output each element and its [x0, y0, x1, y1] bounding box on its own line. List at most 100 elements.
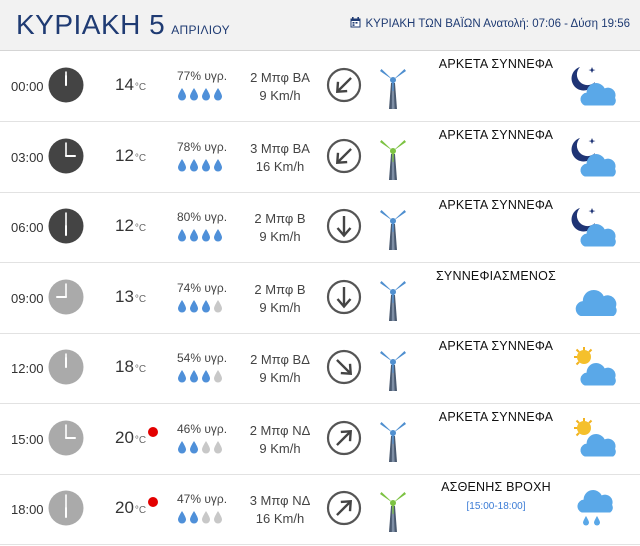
- temperature-unit: °C: [134, 223, 147, 234]
- high-temperature-indicator: [148, 497, 158, 507]
- forecast-time: 00:00: [11, 79, 44, 94]
- wind-direction-arrow-icon: [326, 67, 362, 103]
- weather-condition: ΑΡΚΕΤΑ ΣΥΝΝΕΦΑ: [438, 339, 554, 353]
- humidity: 77% υγρ.: [177, 69, 228, 83]
- clock-icon: [48, 67, 84, 103]
- clock-icon: [48, 420, 84, 456]
- wind-beaufort: 2 Μπφ ΝΔ: [249, 422, 311, 438]
- forecast-row: 06:00 12°C 80% υγρ. 2 Μπφ Β 9 Km/h ΑΡΚΕΤΑ…: [0, 192, 640, 263]
- forecast-time: 09:00: [11, 290, 44, 306]
- wind-turbine-icon: [378, 134, 408, 180]
- wind-beaufort: 2 Μπφ ΒΔ: [250, 352, 310, 367]
- wind-speed: 9 Km/h: [259, 440, 301, 456]
- humidity-drops-icon: [178, 370, 222, 383]
- forecast-row: 15:00 20°C 46% υγρ. 2 Μπφ ΝΔ 9 Km/h ΑΡΚΕΤ…: [0, 404, 640, 475]
- temperature: 20°C: [115, 498, 146, 518]
- rain-weather-icon: [570, 486, 618, 530]
- moon-cloud-weather-icon: [570, 63, 618, 107]
- temperature-value: 20: [115, 498, 134, 517]
- weather-condition: ΑΣΘΕΝΗΣ ΒΡΟΧΗ: [441, 480, 551, 494]
- wind-direction-arrow-icon: [326, 349, 362, 385]
- temperature: 18°C: [115, 357, 146, 377]
- wind-speed: 9 Km/h: [259, 229, 301, 244]
- temperature-value: 14: [115, 75, 134, 94]
- humidity-drops-icon: [178, 88, 222, 101]
- wind-beaufort: 3 Μπφ ΒΑ: [250, 140, 310, 156]
- wind-speed: 9 Km/h: [259, 299, 301, 315]
- temperature-unit: °C: [134, 364, 147, 375]
- wind-beaufort: 2 Μπφ ΒΑ: [250, 70, 310, 85]
- wind-direction-arrow-icon: [326, 138, 362, 174]
- humidity: 46% υγρ.: [177, 421, 228, 436]
- rain-time-range: [15:00-18:00]: [466, 501, 526, 512]
- sunrise-sunset-text: ΚΥΡΙΑΚΗ ΤΩΝ ΒΑΪΩΝ Ανατολή: 07:06 - Δύση …: [365, 18, 630, 30]
- clock-icon: [48, 208, 84, 244]
- clock-icon: [48, 490, 84, 526]
- sun-cloud-weather-icon: [570, 345, 618, 389]
- wind-info: 2 Μπφ Β 9 Km/h: [234, 210, 326, 246]
- forecast-row: 03:00 12°C 78% υγρ. 3 Μπφ ΒΑ 16 Km/h ΑΡΚΕ…: [0, 122, 640, 193]
- humidity: 74% υγρ.: [177, 280, 228, 295]
- temperature-value: 12: [115, 216, 134, 235]
- wind-turbine-icon: [378, 204, 408, 250]
- wind-turbine-icon: [378, 345, 408, 391]
- humidity: 78% υγρ.: [177, 139, 228, 154]
- forecast-time: 15:00: [11, 431, 44, 447]
- forecast-row: 18:00 20°C 47% υγρ. 3 Μπφ ΝΔ 16 Km/h ΑΣΘΕ…: [0, 474, 640, 545]
- temperature-unit: °C: [134, 434, 147, 446]
- wind-beaufort: 2 Μπφ Β: [254, 281, 306, 297]
- clock-icon: [48, 279, 84, 315]
- temperature-value: 20: [115, 427, 134, 447]
- wind-direction-arrow-icon: [326, 490, 362, 526]
- humidity-drops-icon: [178, 299, 222, 312]
- temperature: 12°C: [115, 146, 146, 166]
- humidity: 54% υγρ.: [177, 351, 228, 365]
- weather-condition: ΑΡΚΕΤΑ ΣΥΝΝΕΦΑ: [438, 57, 554, 71]
- calendar-icon: [350, 17, 361, 28]
- day-header: ΚΥΡΙΑΚΗ 5 ΑΠΡΙΛΙΟΥ ΚΥΡΙΑΚΗ ΤΩΝ ΒΑΪΩΝ Ανατ…: [0, 0, 640, 51]
- high-temperature-indicator: [148, 426, 158, 437]
- wind-turbine-icon: [378, 416, 408, 462]
- forecast-row: 12:00 18°C 54% υγρ. 2 Μπφ ΒΔ 9 Km/h ΑΡΚΕΤ…: [0, 333, 640, 404]
- clock-icon: [48, 349, 84, 385]
- wind-turbine-icon: [378, 486, 408, 532]
- temperature-value: 18: [115, 357, 134, 376]
- wind-info: 2 Μπφ ΒΔ 9 Km/h: [234, 351, 326, 387]
- wind-info: 3 Μπφ ΒΑ 16 Km/h: [234, 140, 326, 176]
- sun-cloud-weather-icon: [570, 416, 618, 460]
- temperature-unit: °C: [134, 152, 147, 164]
- temperature: 14°C: [115, 75, 146, 95]
- forecast-time: 18:00: [11, 502, 44, 517]
- wind-turbine-icon: [378, 275, 408, 321]
- moon-cloud-weather-icon: [570, 134, 618, 178]
- wind-beaufort: 3 Μπφ ΝΔ: [249, 493, 311, 508]
- wind-speed: 9 Km/h: [259, 88, 301, 103]
- forecast-time: 03:00: [11, 149, 44, 165]
- temperature-value: 12: [115, 145, 134, 165]
- wind-direction-arrow-icon: [326, 420, 362, 456]
- wind-info: 2 Μπφ Β 9 Km/h: [234, 281, 326, 317]
- clock-icon: [48, 138, 84, 174]
- temperature: 12°C: [115, 216, 146, 236]
- weather-condition: ΣΥΝΝΕΦΙΑΣΜΕΝΟΣ: [436, 268, 556, 283]
- humidity-drops-icon: [178, 229, 222, 242]
- forecast-row: 09:00 13°C 74% υγρ. 2 Μπφ Β 9 Km/h ΣΥΝΝΕΦ…: [0, 263, 640, 334]
- wind-info: 2 Μπφ ΒΑ 9 Km/h: [234, 69, 326, 105]
- temperature-value: 13: [115, 286, 134, 306]
- humidity: 80% υγρ.: [177, 210, 228, 224]
- wind-turbine-icon: [378, 63, 408, 109]
- forecast-row: 00:00 14°C 77% υγρ. 2 Μπφ ΒΑ 9 Km/h ΑΡΚΕΤ…: [0, 51, 640, 122]
- temperature: 13°C: [115, 287, 146, 307]
- moon-cloud-weather-icon: [570, 204, 618, 248]
- temperature-unit: °C: [134, 82, 147, 93]
- wind-beaufort: 2 Μπφ Β: [254, 211, 306, 226]
- weather-condition: ΑΡΚΕΤΑ ΣΥΝΝΕΦΑ: [438, 198, 554, 212]
- wind-speed: 16 Km/h: [255, 511, 305, 526]
- weather-condition: ΑΡΚΕΤΑ ΣΥΝΝΕΦΑ: [438, 127, 554, 142]
- sunrise-sunset-info: ΚΥΡΙΑΚΗ ΤΩΝ ΒΑΪΩΝ Ανατολή: 07:06 - Δύση …: [350, 17, 630, 30]
- temperature: 20°C: [115, 428, 146, 448]
- wind-direction-arrow-icon: [326, 279, 362, 315]
- humidity: 47% υγρ.: [177, 492, 228, 506]
- wind-speed: 9 Km/h: [259, 370, 301, 385]
- humidity-drops-icon: [178, 158, 222, 171]
